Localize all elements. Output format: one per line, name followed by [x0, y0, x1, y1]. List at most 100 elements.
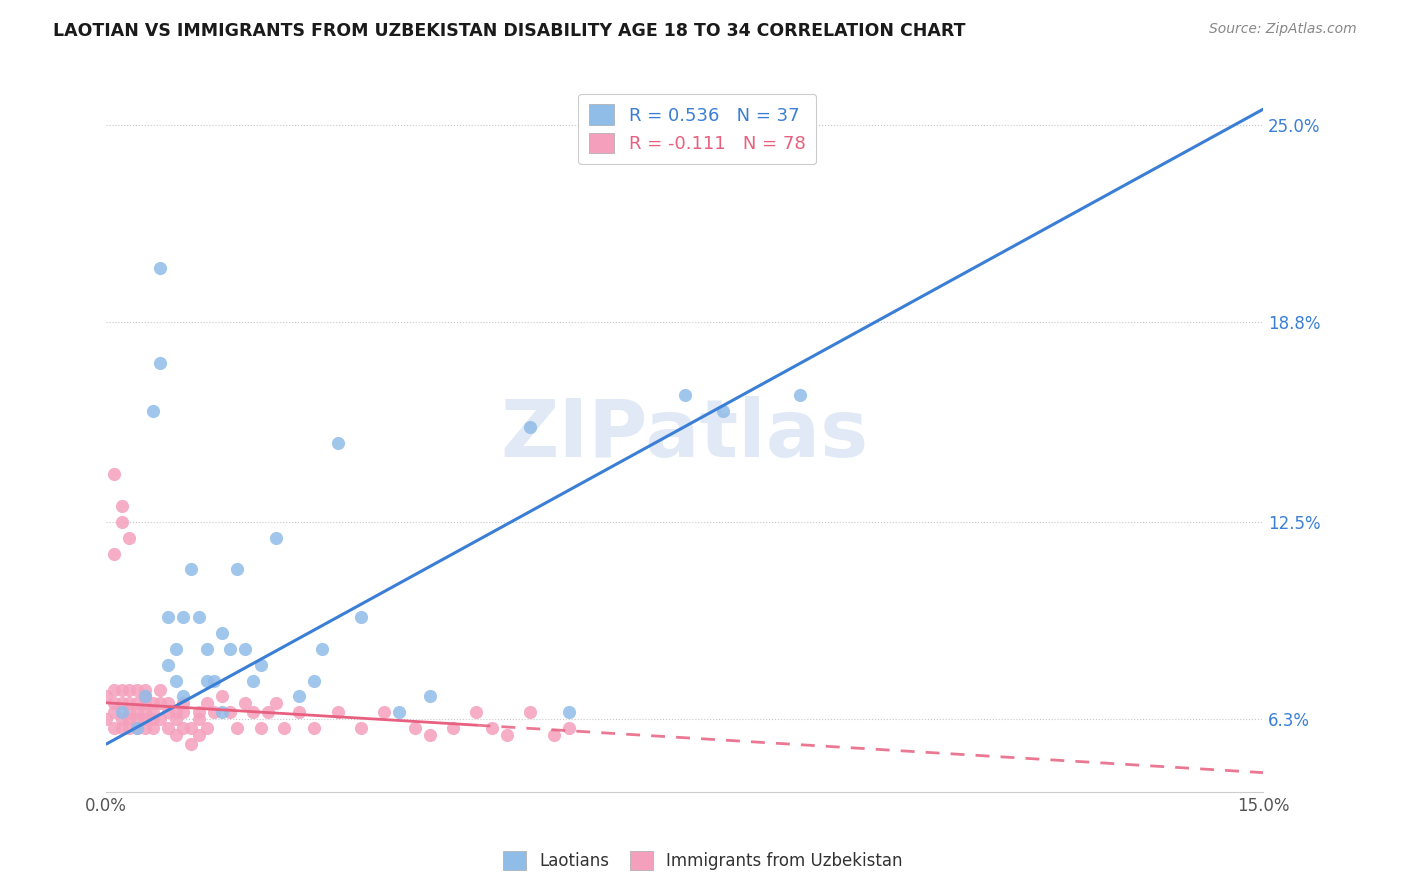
Point	[118, 706, 141, 720]
Point	[156, 706, 179, 720]
Point	[103, 706, 125, 720]
Point	[311, 641, 333, 656]
Point	[789, 388, 811, 402]
Point	[134, 712, 156, 726]
Point	[134, 690, 156, 704]
Point	[96, 712, 118, 726]
Point	[180, 562, 202, 576]
Point	[141, 696, 163, 710]
Point	[187, 610, 209, 624]
Point	[172, 696, 194, 710]
Point	[226, 721, 249, 735]
Point	[481, 721, 503, 735]
Point	[127, 712, 149, 726]
Point	[111, 721, 134, 735]
Point	[111, 706, 134, 720]
Point	[111, 499, 134, 513]
Point	[195, 673, 218, 688]
Point	[326, 706, 349, 720]
Point	[187, 706, 209, 720]
Point	[195, 721, 218, 735]
Point	[419, 690, 441, 704]
Point	[242, 706, 264, 720]
Point	[156, 721, 179, 735]
Point	[441, 721, 464, 735]
Point	[172, 610, 194, 624]
Point	[465, 706, 488, 720]
Legend: Laotians, Immigrants from Uzbekistan: Laotians, Immigrants from Uzbekistan	[496, 844, 910, 877]
Point	[127, 696, 149, 710]
Legend: R = 0.536   N = 37, R = -0.111   N = 78: R = 0.536 N = 37, R = -0.111 N = 78	[578, 94, 817, 164]
Point	[187, 712, 209, 726]
Point	[149, 260, 172, 275]
Point	[149, 683, 172, 698]
Point	[111, 696, 134, 710]
Point	[273, 721, 295, 735]
Point	[141, 721, 163, 735]
Point	[156, 696, 179, 710]
Point	[127, 706, 149, 720]
Point	[134, 706, 156, 720]
Point	[172, 690, 194, 704]
Point	[519, 706, 541, 720]
Point	[156, 657, 179, 672]
Point	[211, 626, 233, 640]
Point	[496, 727, 519, 741]
Point	[350, 721, 373, 735]
Point	[103, 696, 125, 710]
Point	[304, 721, 326, 735]
Point	[304, 673, 326, 688]
Point	[373, 706, 395, 720]
Point	[149, 696, 172, 710]
Point	[118, 696, 141, 710]
Point	[226, 562, 249, 576]
Point	[202, 706, 225, 720]
Point	[249, 721, 271, 735]
Point	[165, 673, 187, 688]
Point	[404, 721, 426, 735]
Point	[118, 683, 141, 698]
Point	[172, 721, 194, 735]
Text: LAOTIAN VS IMMIGRANTS FROM UZBEKISTAN DISABILITY AGE 18 TO 34 CORRELATION CHART: LAOTIAN VS IMMIGRANTS FROM UZBEKISTAN DI…	[53, 22, 966, 40]
Point	[326, 435, 349, 450]
Point	[195, 696, 218, 710]
Point	[96, 690, 118, 704]
Point	[543, 727, 565, 741]
Point	[211, 706, 233, 720]
Point	[211, 690, 233, 704]
Point	[103, 467, 125, 482]
Point	[165, 641, 187, 656]
Point	[118, 531, 141, 545]
Point	[187, 727, 209, 741]
Point	[288, 690, 311, 704]
Point	[202, 673, 225, 688]
Point	[103, 547, 125, 561]
Point	[218, 706, 240, 720]
Point	[288, 706, 311, 720]
Point	[257, 706, 280, 720]
Point	[165, 712, 187, 726]
Point	[218, 641, 240, 656]
Point	[180, 737, 202, 751]
Point	[141, 403, 163, 417]
Point	[141, 712, 163, 726]
Point	[249, 657, 271, 672]
Point	[180, 721, 202, 735]
Point	[134, 696, 156, 710]
Point	[242, 673, 264, 688]
Point	[149, 356, 172, 370]
Point	[103, 721, 125, 735]
Point	[134, 721, 156, 735]
Point	[264, 696, 287, 710]
Point	[233, 696, 256, 710]
Point	[350, 610, 373, 624]
Point	[156, 610, 179, 624]
Point	[558, 706, 581, 720]
Point	[127, 721, 149, 735]
Point	[141, 706, 163, 720]
Point	[195, 641, 218, 656]
Point	[172, 706, 194, 720]
Point	[419, 727, 441, 741]
Point	[103, 683, 125, 698]
Point	[388, 706, 411, 720]
